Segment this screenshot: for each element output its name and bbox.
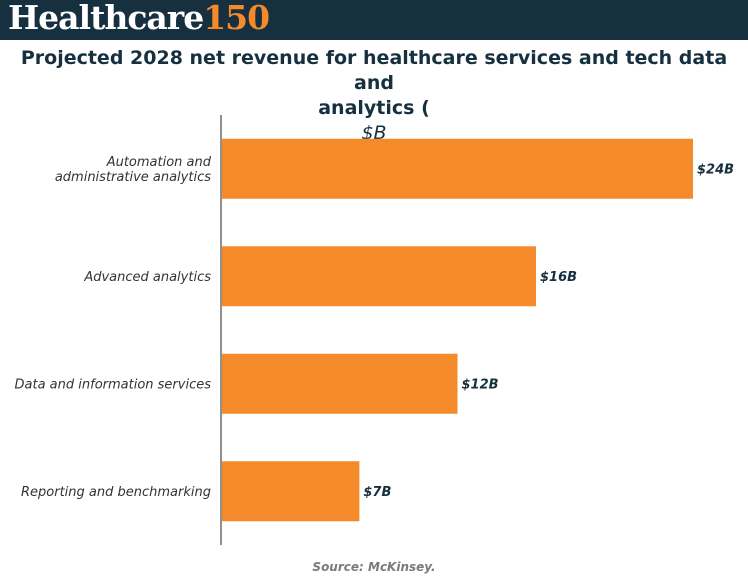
logo-number: 150 — [203, 0, 270, 37]
bar-1 — [222, 246, 536, 307]
category-label-1: Advanced analytics — [83, 270, 211, 285]
value-label-3: $7B — [363, 485, 391, 500]
category-label-0-line0: Automation and — [106, 155, 212, 170]
chart-title: Projected 2028 net revenue for healthcar… — [0, 46, 748, 171]
header-banner: Healthcare150 — [0, 0, 748, 40]
value-label-2: $12B — [462, 377, 499, 392]
chart-title-line2-text: analytics ( — [318, 97, 430, 119]
category-label-0-line1: administrative analytics — [55, 170, 211, 185]
bar-2 — [222, 353, 458, 414]
source-note: Source: McKinsey. — [312, 560, 436, 574]
healthcare150-logo: Healthcare150 — [8, 0, 270, 38]
chart-title-line1: Projected 2028 net revenue for healthcar… — [20, 47, 728, 94]
value-label-1: $16B — [540, 270, 577, 285]
chart-title-unit: $B — [361, 122, 387, 144]
category-label-3: Reporting and benchmarking — [21, 485, 211, 500]
bar-3 — [222, 461, 360, 522]
value-label-0: $24B — [697, 162, 734, 177]
bar-0 — [222, 138, 693, 199]
category-label-2: Data and information services — [15, 377, 212, 392]
logo-word: Healthcare — [8, 0, 204, 37]
